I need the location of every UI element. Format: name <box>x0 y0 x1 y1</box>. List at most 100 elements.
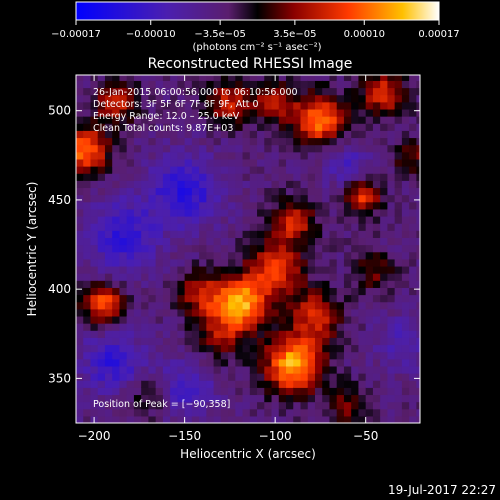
heatmap-cell <box>380 223 389 231</box>
heatmap-cell <box>264 123 273 131</box>
heatmap-cell <box>206 237 215 246</box>
heatmap-cell <box>286 75 294 81</box>
heatmap-cell <box>220 244 229 253</box>
heatmap-cell <box>394 215 403 224</box>
heatmap-cell <box>278 201 287 210</box>
heatmap-cell <box>286 365 294 374</box>
heatmap-cell <box>199 94 207 103</box>
heatmap-cell <box>213 237 222 246</box>
heatmap-cell <box>264 137 273 146</box>
heatmap-cell <box>119 265 128 274</box>
heatmap-cell <box>104 130 113 139</box>
heatmap-cell <box>264 401 273 410</box>
heatmap-cell <box>249 208 258 217</box>
heatmap-cell <box>177 101 186 110</box>
heatmap-cell <box>394 330 403 338</box>
heatmap-cell <box>76 201 84 210</box>
heatmap-cell <box>416 130 420 139</box>
heatmap-cell <box>365 351 374 360</box>
heatmap-cell <box>112 101 121 110</box>
heatmap-cell <box>133 137 142 146</box>
heatmap-cell <box>380 315 389 324</box>
heatmap-cell <box>141 75 150 81</box>
heatmap-cell <box>199 380 207 388</box>
heatmap-cell <box>293 158 302 167</box>
heatmap-cell <box>76 87 84 96</box>
heatmap-cell <box>83 215 92 224</box>
heatmap-cell <box>126 87 135 96</box>
heatmap-cell <box>112 244 121 253</box>
heatmap-cell <box>133 75 142 81</box>
heatmap-cell <box>307 387 316 396</box>
heatmap-cell <box>133 308 142 317</box>
heatmap-cell <box>76 323 84 331</box>
heatmap-cell <box>177 394 186 403</box>
heatmap-cell <box>394 301 403 310</box>
heatmap-cell <box>249 158 258 167</box>
heatmap-cell <box>119 387 128 396</box>
heatmap-cell <box>271 308 280 317</box>
heatmap-cell <box>322 108 331 117</box>
heatmap-cell <box>314 287 323 296</box>
heatmap-cell <box>365 323 374 331</box>
heatmap-cell <box>416 323 420 331</box>
heatmap-cell <box>76 144 84 153</box>
heatmap-cell <box>351 258 360 267</box>
heatmap-cell <box>242 337 251 346</box>
heatmap-cell <box>133 223 142 231</box>
heatmap-cell <box>206 308 215 317</box>
heatmap-cell <box>416 387 420 396</box>
heatmap-cell <box>271 380 280 388</box>
heatmap-cell <box>206 287 215 296</box>
heatmap-cell <box>365 251 374 260</box>
heatmap-cell <box>307 287 316 296</box>
heatmap-cell <box>83 387 92 396</box>
heatmap-cell <box>126 330 135 338</box>
heatmap-cell <box>271 258 280 267</box>
heatmap-cell <box>170 323 178 331</box>
heatmap-cell <box>322 208 331 217</box>
heatmap-cell <box>76 358 84 367</box>
heatmap-cell <box>162 94 171 103</box>
heatmap-cell <box>365 208 374 217</box>
heatmap-cell <box>300 130 309 139</box>
heatmap-cell <box>358 401 367 410</box>
heatmap-cell <box>148 351 157 360</box>
heatmap-cell <box>148 273 157 281</box>
heatmap-cell <box>387 237 396 246</box>
heatmap-cell <box>264 208 273 217</box>
heatmap-cell <box>119 351 128 360</box>
heatmap-cell <box>322 87 331 96</box>
heatmap-cell <box>271 166 280 174</box>
heatmap-cell <box>365 80 374 89</box>
heatmap-cell <box>394 187 403 196</box>
heatmap-cell <box>293 344 302 353</box>
heatmap-cell <box>300 380 309 388</box>
heatmap-cell <box>126 287 135 296</box>
heatmap-cell <box>177 208 186 217</box>
heatmap-cell <box>307 208 316 217</box>
heatmap-cell <box>336 80 345 89</box>
heatmap-cell <box>336 380 345 388</box>
heatmap-cell <box>401 201 410 210</box>
heatmap-cell <box>257 137 265 146</box>
heatmap-cell <box>220 308 229 317</box>
heatmap-cell <box>213 251 222 260</box>
heatmap-cell <box>394 308 403 317</box>
heatmap-cell <box>351 94 360 103</box>
heatmap-cell <box>278 151 287 160</box>
heatmap-cell <box>358 230 367 238</box>
heatmap-cell <box>206 215 215 224</box>
heatmap-cell <box>170 116 178 124</box>
heatmap-cell <box>228 230 236 238</box>
heatmap-cell <box>141 201 150 210</box>
heatmap-cell <box>191 108 200 117</box>
heatmap-cell <box>162 201 171 210</box>
heatmap-cell <box>358 137 367 146</box>
heatmap-cell <box>257 294 265 303</box>
heatmap-cell <box>220 387 229 396</box>
heatmap-cell <box>83 301 92 310</box>
heatmap-cell <box>271 237 280 246</box>
heatmap-cell <box>119 415 128 423</box>
heatmap-cell <box>177 373 186 381</box>
